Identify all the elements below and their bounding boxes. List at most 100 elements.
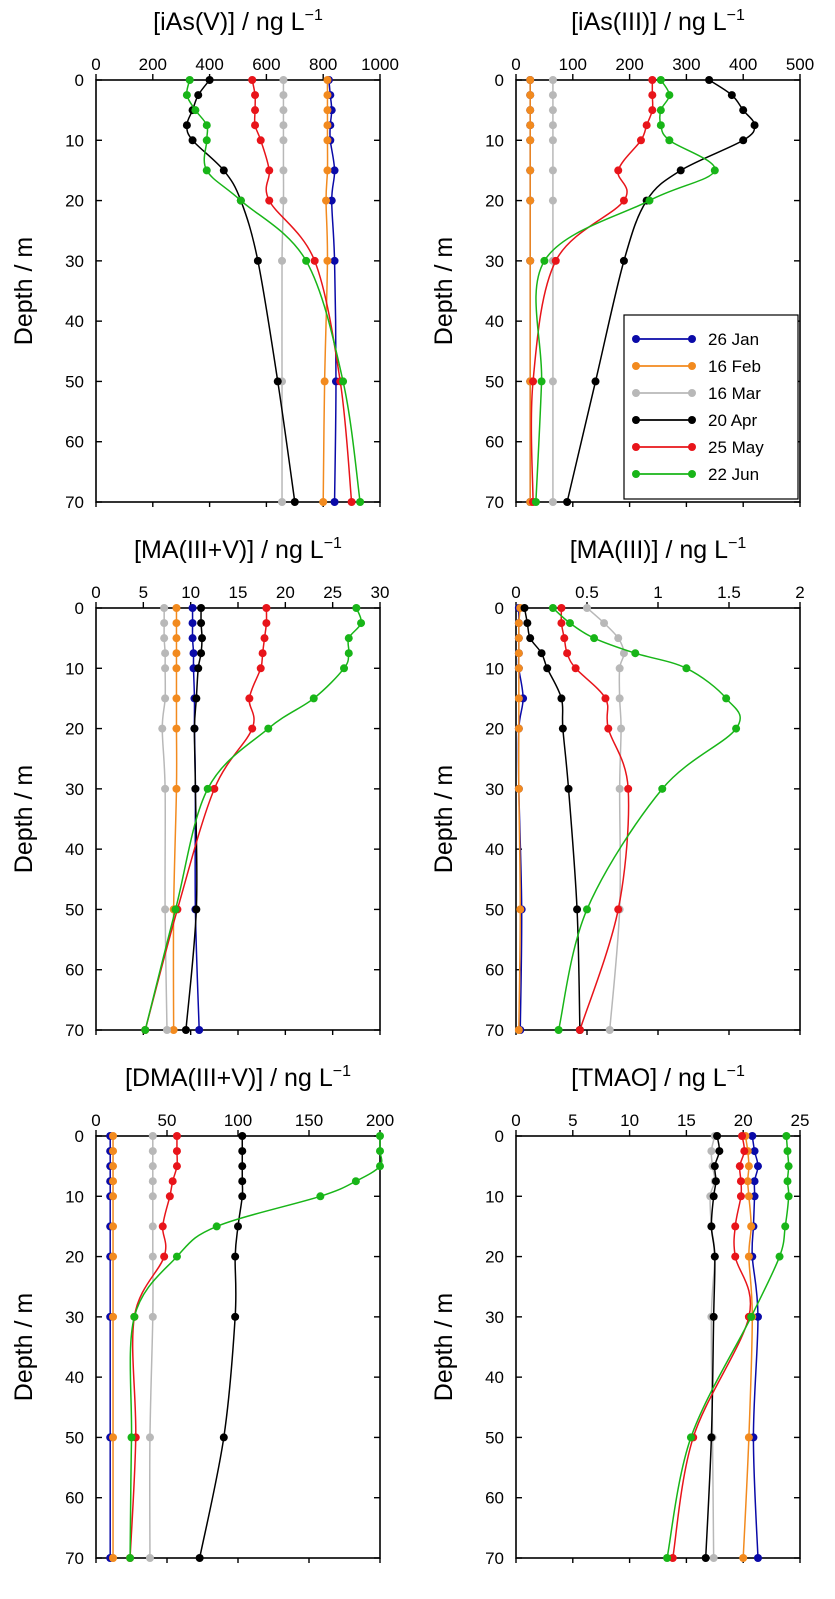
data-point [256,136,265,145]
data-point [707,1147,716,1156]
data-point [171,905,180,914]
data-point [656,106,665,115]
data-point [197,604,206,612]
data-point [614,166,623,175]
data-point [290,498,299,506]
data-point [205,76,214,84]
data-point [753,1312,762,1321]
data-point [265,166,274,175]
y-axis-label: Depth / m [430,237,458,345]
data-point [705,76,714,84]
data-point [526,634,535,643]
data-point [548,196,557,205]
data-point [686,1433,695,1442]
plot-frame [515,607,801,1031]
series-25-may [557,604,633,1034]
data-point [710,1162,719,1171]
y-tick-label: 50 [65,900,84,919]
data-point [309,694,318,703]
data-point [148,1312,157,1321]
y-tick-label: 50 [65,1428,84,1447]
data-point [195,1554,204,1562]
plot-frame [515,1135,801,1559]
legend-marker [688,470,696,478]
data-point [514,634,523,643]
data-point [251,121,260,130]
y-tick-label: 30 [65,780,84,799]
data-point [330,256,339,265]
legend-label: 22 Jun [708,465,759,484]
data-point [663,1554,672,1562]
x-tick-label: 20 [734,1111,753,1130]
data-point [563,498,572,506]
data-point [279,136,288,145]
y-axis-label: Depth / m [430,765,458,873]
data-point [189,649,198,658]
data-point [526,256,535,265]
y-tick-label: 40 [485,1368,504,1387]
data-point [253,256,262,265]
data-point [735,1162,744,1171]
data-point [656,121,665,130]
chart-panel-4: [MA(III)] / ng L−10 0.5 1 1.5 20102030405060… [430,535,805,1040]
x-tick-label: 0 [511,1111,520,1130]
data-point [316,1192,325,1201]
data-point [251,106,260,115]
x-tick-label: 100 [224,1111,252,1130]
data-point [548,136,557,145]
series-line [129,1135,383,1559]
plot-frame [95,1135,381,1559]
y-tick-label: 70 [485,493,504,512]
data-point [558,724,567,733]
data-point [262,604,271,612]
legend-item: 20 Apr [632,411,757,430]
x-tick-label: 500 [786,55,814,74]
data-point [109,1132,118,1140]
data-point [194,664,203,673]
data-point [747,1312,756,1321]
y-tick-label: 20 [485,720,504,739]
data-point [590,634,599,643]
data-point [172,619,181,628]
legend-marker [632,443,640,451]
x-tick-label: 5 [139,583,148,602]
data-point [109,1147,118,1156]
data-point [636,136,645,145]
legend-marker [688,416,696,424]
data-point [783,1177,792,1186]
data-point [191,106,200,115]
data-point [784,1162,793,1171]
x-tick-label: 200 [615,55,643,74]
data-point [514,649,523,658]
data-point [109,1222,118,1231]
series-20-apr [563,76,759,506]
data-point [182,91,191,100]
data-point [238,1177,247,1186]
y-tick-label: 10 [485,1187,504,1206]
data-point [537,377,546,386]
data-point [631,649,640,658]
data-point [732,724,741,733]
y-tick-label: 30 [65,252,84,271]
x-tick-label: 1.5 [717,583,741,602]
x-tick-label: 25 [791,1111,810,1130]
chart-title-text: [MA(III)] / ng L [570,536,728,564]
data-point [161,784,170,793]
data-point [753,1162,762,1171]
data-point [731,1252,740,1261]
data-point [339,377,348,386]
series-16-feb [169,604,181,1034]
data-point [182,121,191,130]
data-point [564,784,573,793]
y-tick-label: 0 [75,1127,84,1146]
data-point [161,694,170,703]
data-point [750,121,759,130]
data-point [753,1554,762,1562]
data-point [310,256,319,265]
series-line [523,607,581,1031]
y-tick-label: 0 [495,71,504,90]
data-point [352,604,361,612]
data-point [707,1433,716,1442]
data-point [376,1132,384,1140]
data-point [323,136,332,145]
